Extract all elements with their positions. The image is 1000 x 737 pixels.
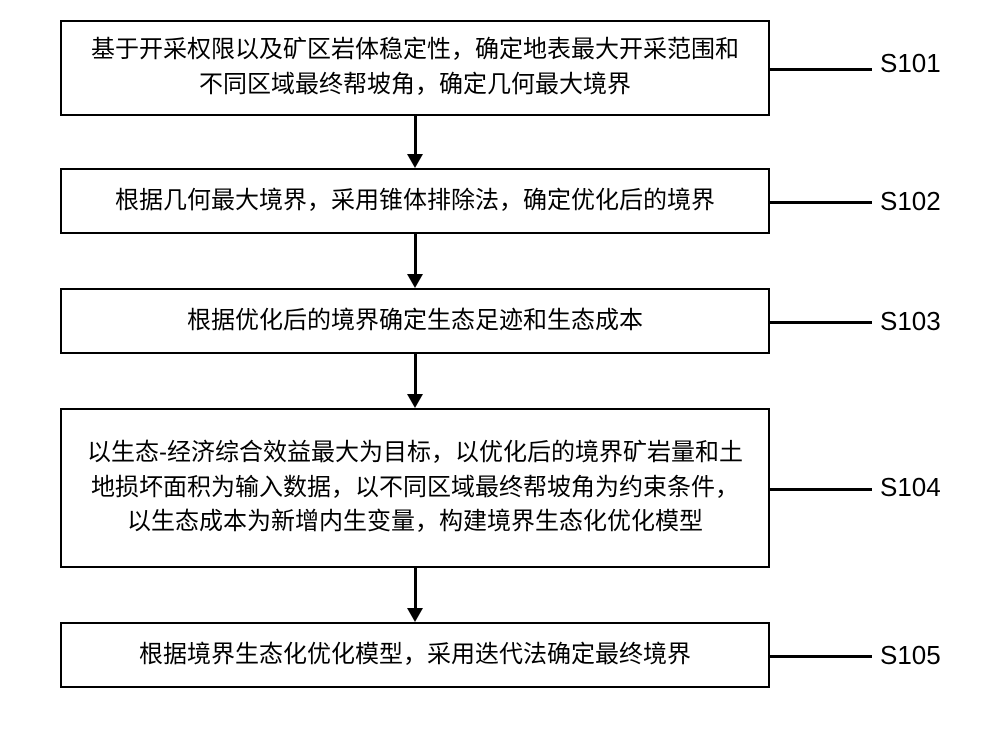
arrow-head-icon — [407, 154, 423, 168]
arrow-line — [414, 234, 417, 276]
connector-line — [770, 655, 872, 658]
connector-line — [770, 201, 872, 204]
flow-step-S105: 根据境界生态化优化模型，采用迭代法确定最终境界 — [60, 622, 770, 688]
flowchart-canvas: 基于开采权限以及矿区岩体稳定性，确定地表最大开采范围和不同区域最终帮坡角，确定几… — [0, 0, 1000, 737]
arrow-head-icon — [407, 394, 423, 408]
arrow-line — [414, 568, 417, 610]
connector-line — [770, 321, 872, 324]
step-label-S104: S104 — [880, 472, 941, 503]
arrow-head-icon — [407, 274, 423, 288]
step-label-S102: S102 — [880, 186, 941, 217]
step-label-S101: S101 — [880, 48, 941, 79]
flow-step-S101: 基于开采权限以及矿区岩体稳定性，确定地表最大开采范围和不同区域最终帮坡角，确定几… — [60, 20, 770, 116]
step-label-S103: S103 — [880, 306, 941, 337]
step-label-S105: S105 — [880, 640, 941, 671]
arrow-line — [414, 116, 417, 156]
arrow-line — [414, 354, 417, 396]
flow-step-S104: 以生态-经济综合效益最大为目标，以优化后的境界矿岩量和土地损坏面积为输入数据，以… — [60, 408, 770, 568]
connector-line — [770, 488, 872, 491]
connector-line — [770, 68, 872, 71]
flow-step-S103: 根据优化后的境界确定生态足迹和生态成本 — [60, 288, 770, 354]
flow-step-S102: 根据几何最大境界，采用锥体排除法，确定优化后的境界 — [60, 168, 770, 234]
arrow-head-icon — [407, 608, 423, 622]
